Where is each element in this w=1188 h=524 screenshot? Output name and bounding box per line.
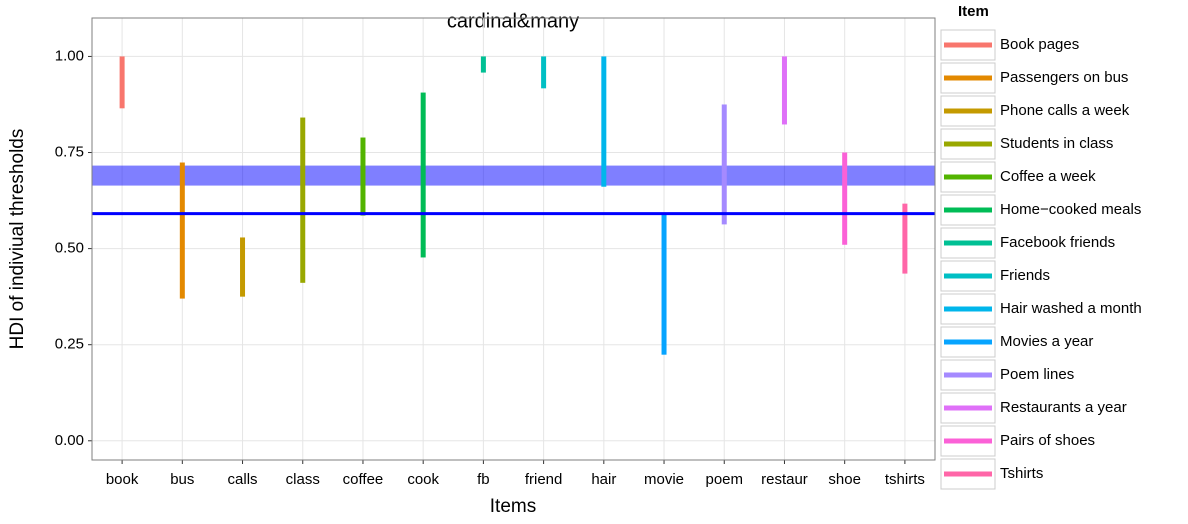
legend-label: Students in class — [1000, 135, 1113, 152]
range-bar — [480, 56, 486, 73]
range-bar — [360, 137, 366, 216]
legend-label: Tshirts — [1000, 465, 1043, 482]
x-tick-label: bus — [170, 471, 194, 488]
range-bar — [240, 237, 246, 297]
x-tick-label: poem — [705, 471, 743, 488]
legend-label: Passengers on bus — [1000, 69, 1128, 86]
legend-label: Phone calls a week — [1000, 102, 1130, 119]
range-bar — [842, 152, 848, 245]
y-tick-label: 1.00 — [55, 47, 84, 64]
y-tick-label: 0.75 — [55, 143, 84, 160]
chart-title: cardinal&many — [447, 10, 579, 32]
y-axis-title: HDI of indiviual thresholds — [7, 129, 28, 350]
panel — [92, 18, 935, 460]
y-tick-label: 0.25 — [55, 336, 84, 353]
legend-label: Friends — [1000, 267, 1050, 284]
legend-label: Coffee a week — [1000, 168, 1096, 185]
range-bar — [601, 56, 607, 187]
legend-label: Restaurants a year — [1000, 399, 1127, 416]
range-bar — [420, 92, 426, 258]
x-tick-label: hair — [591, 471, 616, 488]
legend-title: Item — [958, 3, 989, 20]
x-tick-label: shoe — [828, 471, 861, 488]
x-tick-label: calls — [228, 471, 258, 488]
legend-label: Facebook friends — [1000, 234, 1115, 251]
x-tick-label: fb — [477, 471, 490, 488]
range-bar — [661, 213, 667, 355]
legend-label: Hair washed a month — [1000, 300, 1142, 317]
y-tick-label: 0.00 — [55, 432, 84, 449]
range-bar — [902, 203, 908, 274]
range-bar — [179, 162, 185, 299]
legend-label: Home−cooked meals — [1000, 201, 1141, 218]
x-tick-label: friend — [525, 471, 563, 488]
x-tick-label: cook — [407, 471, 439, 488]
range-bar — [541, 56, 547, 89]
range-bar — [781, 56, 787, 125]
range-bar — [721, 104, 727, 225]
y-tick-label: 0.50 — [55, 240, 84, 257]
panel-border — [91, 17, 936, 461]
x-tick-label: class — [286, 471, 320, 488]
x-tick-label: tshirts — [885, 471, 925, 488]
legend-label: Book pages — [1000, 36, 1079, 53]
x-tick-label: movie — [644, 471, 684, 488]
range-bar — [300, 117, 306, 283]
threshold-band — [92, 165, 935, 186]
x-tick-label: book — [106, 471, 139, 488]
legend-label: Poem lines — [1000, 366, 1074, 383]
x-tick-label: coffee — [343, 471, 384, 488]
x-tick-label: restaur — [761, 471, 808, 488]
x-axis-title: Items — [490, 496, 536, 517]
legend-label: Pairs of shoes — [1000, 432, 1095, 449]
range-bar — [119, 56, 125, 109]
legend-label: Movies a year — [1000, 333, 1093, 350]
